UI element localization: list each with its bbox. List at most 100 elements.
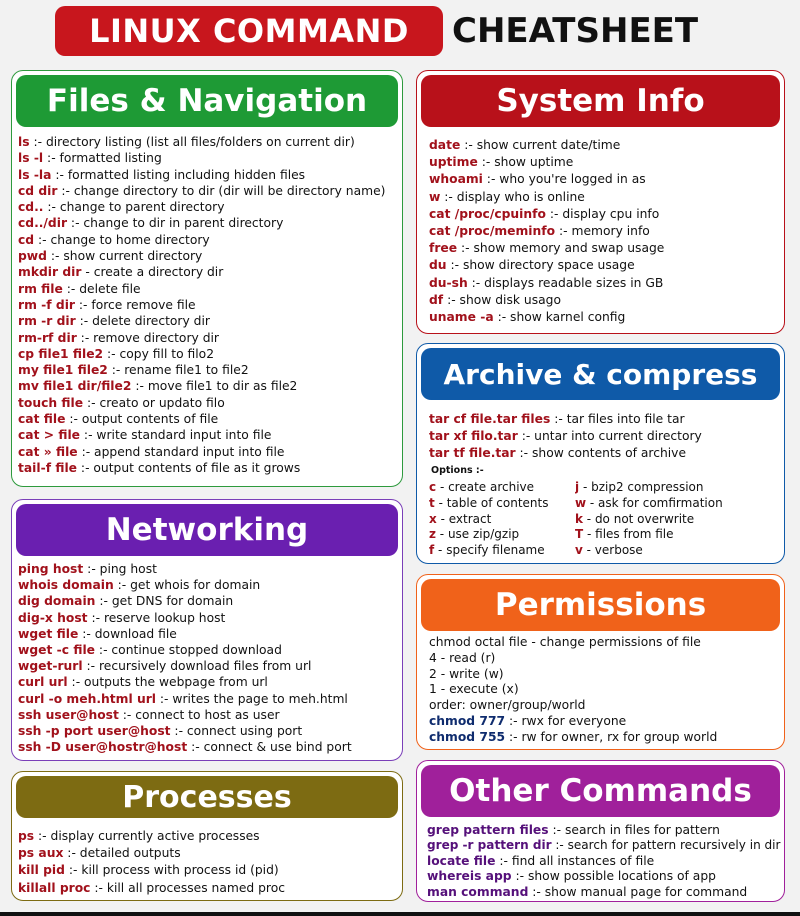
command-name: curl -o meh.html url	[18, 691, 156, 706]
command-description: :- display cpu info	[545, 206, 660, 221]
command-description: :- move file1 to dir as file2	[131, 379, 298, 394]
option-line: w - ask for comfirmation	[575, 496, 723, 512]
command-name: wget-rurl	[18, 659, 83, 674]
command-name: free	[429, 241, 458, 256]
command-description: :- ping host	[83, 562, 157, 576]
command-name: chmod 755	[429, 729, 506, 744]
option-description: - specify filename	[434, 543, 545, 558]
command-name: rm -r dir	[18, 314, 76, 329]
command-line: mv file1 dir/file2 :- move file1 to dir …	[18, 378, 400, 394]
command-name: uptime	[429, 155, 478, 170]
command-description: :- delete directory dir	[75, 314, 210, 329]
command-name: ls -l	[18, 151, 44, 166]
command-name: dig domain	[18, 594, 96, 609]
option-key: c	[429, 480, 437, 494]
command-line: 1 - execute (x)	[429, 682, 782, 698]
command-description: :- search in files for pattern	[548, 823, 720, 837]
command-line: ssh -p port user@host :- connect using p…	[18, 723, 400, 739]
command-line: locate file :- find all instances of fil…	[427, 854, 782, 869]
option-description: - ask for comfirmation	[586, 495, 723, 510]
option-line: k - do not overwrite	[575, 512, 723, 528]
command-description: :- show directory space usage	[446, 258, 635, 273]
command-name: ping host	[18, 562, 84, 576]
card-files-navigation: Files & Navigation ls :- directory listi…	[11, 70, 403, 487]
command-name: tar tf file.tar	[429, 446, 516, 461]
files-list: ls :- directory listing (list all files/…	[18, 134, 400, 476]
command-name: whoami	[429, 172, 483, 187]
archive-options-label: Options :-	[431, 465, 484, 476]
command-description: :- kill process with process id (pid)	[64, 863, 279, 878]
command-description: :- continue stopped download	[95, 642, 282, 657]
command-line: grep pattern files :- search in files fo…	[427, 823, 782, 838]
card-archive-compress: Archive & compress tar cf file.tar files…	[416, 343, 785, 564]
command-line: chmod 777 :- rwx for everyone	[429, 714, 782, 730]
command-name: ps	[18, 829, 35, 843]
command-description: :- creato or updato filo	[83, 395, 225, 410]
command-name: chmod 777	[429, 713, 506, 728]
option-key: w	[575, 495, 587, 510]
networking-list: ping host :- ping host whois domain :- ge…	[18, 561, 400, 755]
command-description: :- show current date/time	[460, 138, 621, 152]
command-line: ps aux :- detailed outputs	[18, 845, 400, 862]
command-name: cat » file	[18, 444, 78, 459]
option-line: f - specify filename	[429, 543, 549, 559]
command-line: w :- display who is online	[429, 189, 782, 206]
command-line: cat file :- output contents of file	[18, 411, 400, 427]
command-line: man command :- show manual page for comm…	[427, 885, 782, 900]
command-description: :- tar files into file tar	[550, 412, 685, 426]
command-description: :- rename file1 to file2	[107, 363, 249, 378]
command-line: ls -l :- formatted listing	[18, 150, 400, 166]
option-description: - create archive	[436, 480, 535, 494]
command-name: tar cf file.tar files	[429, 412, 551, 426]
command-line: tar xf filo.tar :- untar into current di…	[429, 428, 782, 445]
command-description: 1 - execute (x)	[429, 682, 519, 697]
command-name: cat > file	[18, 428, 81, 443]
other-list: grep pattern files :- search in files fo…	[427, 823, 782, 900]
command-line: ping host :- ping host	[18, 561, 400, 577]
command-description: chmod octal file - change permissions of…	[429, 635, 701, 649]
command-name: ls	[18, 135, 30, 149]
option-key: k	[575, 511, 583, 526]
command-line: du-sh :- displays readable sizes in GB	[429, 275, 782, 292]
command-line: free :- show memory and swap usage	[429, 240, 782, 257]
command-line: ps :- display currently active processes	[18, 828, 400, 845]
card-other-commands: Other Commands grep pattern files :- sea…	[416, 760, 785, 902]
command-description: :- directory listing (list all files/fol…	[29, 135, 355, 149]
command-description: :- display currently active processes	[34, 829, 260, 843]
command-name: cat /proc/meminfo	[429, 223, 556, 238]
command-line: ssh user@host :- connect to host as user	[18, 707, 400, 723]
card-processes: Processes ps :- display currently active…	[11, 771, 403, 901]
command-name: my file1 file2	[18, 363, 108, 378]
command-name: date	[429, 138, 461, 152]
command-line: curl -o meh.html url :- writes the page …	[18, 691, 400, 707]
option-line: t - table of contents	[429, 496, 549, 512]
command-description: :- change to home directory	[34, 232, 210, 247]
command-line: tar cf file.tar files :- tar files into …	[429, 411, 782, 428]
command-description: :- get DNS for domain	[95, 594, 234, 609]
command-description: :- outputs the webpage from url	[67, 675, 268, 690]
command-description: :- show karnel config	[493, 309, 626, 324]
command-line: my file1 file2 :- rename file1 to file2	[18, 362, 400, 378]
command-description: :- displays readable sizes in GB	[467, 275, 664, 290]
command-name: whereis app	[427, 869, 512, 884]
command-description: :- change directory to dir (dir will be …	[57, 183, 386, 198]
title-cheatsheet: CHEATSHEET	[452, 11, 699, 51]
command-line: ls :- directory listing (list all files/…	[18, 134, 400, 150]
command-description: :- copy fill to filo2	[103, 346, 215, 361]
command-line: rm -r dir :- delete directory dir	[18, 313, 400, 329]
command-description: :- detailed outputs	[63, 846, 181, 861]
command-name: cd..	[18, 200, 44, 215]
command-description: :- recursively download files from url	[82, 659, 312, 674]
command-description: :- who you're logged in as	[482, 172, 646, 187]
command-description: :- connect using port	[170, 723, 303, 738]
archive-title: Archive & compress	[421, 348, 780, 400]
option-description: - bzip2 compression	[579, 480, 704, 494]
command-line: 4 - read (r)	[429, 651, 782, 667]
command-line: cd :- change to home directory	[18, 232, 400, 248]
command-description: - create a directory dir	[81, 265, 224, 280]
command-description: :- untar into current directory	[517, 429, 702, 444]
command-name: kill pid	[18, 863, 65, 878]
option-line: x - extract	[429, 512, 549, 528]
command-line: cd../dir :- change to dir in parent dire…	[18, 215, 400, 231]
command-name: rm -f dir	[18, 297, 75, 312]
